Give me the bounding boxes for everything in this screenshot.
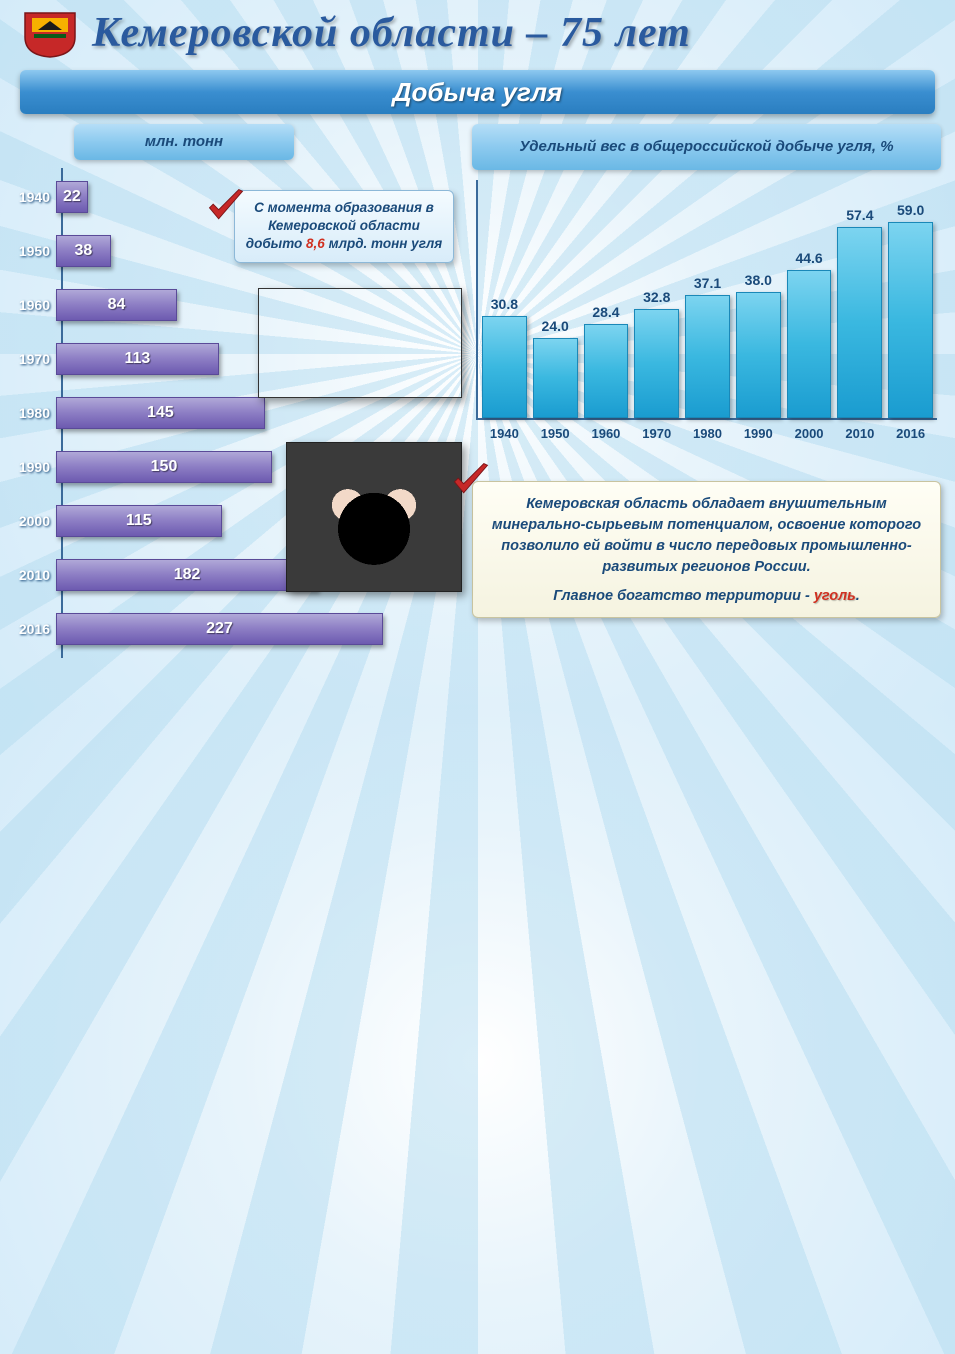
checkmark-icon bbox=[449, 458, 493, 502]
vbar-column: 37.1 bbox=[685, 275, 730, 418]
hbar-track: 145 bbox=[56, 397, 454, 429]
vbar-column: 30.8 bbox=[482, 296, 527, 418]
hbar-track: 227 bbox=[56, 613, 454, 645]
hbar-year-label: 2016 bbox=[14, 621, 56, 637]
vbar-x-labels: 1940 1950 1960 1970 1980 1990 2000 2010 2016 bbox=[476, 420, 937, 441]
vbar-column: 59.0 bbox=[888, 202, 933, 418]
page-title: Кемеровской области – 75 лет bbox=[92, 9, 691, 57]
hbar-bar: 84 bbox=[56, 289, 177, 321]
hbar-year-label: 1980 bbox=[14, 405, 56, 421]
callout-resources-line2: Главное богатство территории - уголь. bbox=[487, 586, 926, 607]
coat-of-arms-icon bbox=[20, 8, 80, 58]
vbar-bar bbox=[584, 324, 629, 418]
vbar-bar bbox=[634, 309, 679, 418]
vbar-x-label: 2016 bbox=[888, 426, 933, 441]
hbar-year-label: 1990 bbox=[14, 459, 56, 475]
hbar-bar: 227 bbox=[56, 613, 383, 645]
hbar-year-label: 1960 bbox=[14, 297, 56, 313]
vbar-bar bbox=[533, 338, 578, 418]
hbar-year-label: 1970 bbox=[14, 351, 56, 367]
callout-resources-highlight: уголь bbox=[814, 588, 856, 604]
vbar-column: 57.4 bbox=[837, 207, 882, 418]
hbar-bar: 38 bbox=[56, 235, 111, 267]
mining-photo bbox=[258, 288, 462, 398]
hbar-year-label: 2010 bbox=[14, 567, 56, 583]
hbar-year-label: 1940 bbox=[14, 189, 56, 205]
vbar-value-label: 57.4 bbox=[846, 207, 873, 223]
vbar-bar bbox=[482, 316, 527, 418]
vbar-x-label: 1980 bbox=[685, 426, 730, 441]
vbar-bar bbox=[837, 227, 882, 418]
vbar-x-label: 1960 bbox=[584, 426, 629, 441]
hbar-bar: 115 bbox=[56, 505, 222, 537]
checkmark-icon bbox=[204, 184, 248, 228]
vbar-value-label: 59.0 bbox=[897, 202, 924, 218]
vbar-bar bbox=[685, 295, 730, 418]
vbar-column: 24.0 bbox=[533, 318, 578, 418]
vbar-value-label: 24.0 bbox=[542, 318, 569, 334]
vbar-column: 32.8 bbox=[634, 289, 679, 418]
vbar-bar bbox=[787, 270, 832, 418]
vbar-bar bbox=[888, 222, 933, 418]
hbar-year-label: 1950 bbox=[14, 243, 56, 259]
vbar-value-label: 30.8 bbox=[491, 296, 518, 312]
vbar-x-label: 1970 bbox=[634, 426, 679, 441]
callout-total: С момента образования в Кемеровской обла… bbox=[234, 190, 454, 263]
left-chart-header: млн. тонн bbox=[74, 124, 294, 160]
right-chart-header: Удельный вес в общероссийской добыче угл… bbox=[472, 124, 941, 170]
hbar-year-label: 2000 bbox=[14, 513, 56, 529]
coal-hands-photo bbox=[286, 442, 462, 592]
vbar-column: 44.6 bbox=[787, 250, 832, 418]
vbar-column: 28.4 bbox=[584, 304, 629, 418]
subtitle-text: Добыча угля bbox=[393, 77, 563, 108]
vbar-x-label: 2010 bbox=[837, 426, 882, 441]
vbar-value-label: 28.4 bbox=[592, 304, 619, 320]
vbar-value-label: 44.6 bbox=[795, 250, 822, 266]
callout-resources-line2-prefix: Главное богатство территории - bbox=[553, 588, 814, 604]
right-column: Удельный вес в общероссийской добыче угл… bbox=[472, 124, 941, 660]
vbar-x-label: 2000 bbox=[787, 426, 832, 441]
hbar-bar: 145 bbox=[56, 397, 265, 429]
vbar-x-label: 1940 bbox=[482, 426, 527, 441]
vbar-column: 38.0 bbox=[736, 272, 781, 418]
vbar-value-label: 37.1 bbox=[694, 275, 721, 291]
subtitle-bar: Добыча угля bbox=[20, 70, 935, 114]
callout-total-highlight: 8,6 bbox=[306, 236, 325, 251]
callout-total-suffix: млрд. тонн угля bbox=[325, 236, 442, 251]
callout-resources-body: Кемеровская область обладает внушительны… bbox=[487, 494, 926, 578]
hbar-bar: 113 bbox=[56, 343, 219, 375]
vbar-chart: 30.8 24.0 28.4 32.8 37.1 38.0 44.6 57.4 59.0 bbox=[476, 180, 937, 420]
vbar-bar bbox=[736, 292, 781, 418]
vbar-value-label: 32.8 bbox=[643, 289, 670, 305]
hbar-bar: 182 bbox=[56, 559, 318, 591]
hbar-bar: 150 bbox=[56, 451, 272, 483]
hbar-bar: 22 bbox=[56, 181, 88, 213]
callout-resources: Кемеровская область обладает внушительны… bbox=[472, 481, 941, 618]
vbar-x-label: 1990 bbox=[736, 426, 781, 441]
hbar-row: 2016227 bbox=[14, 606, 454, 652]
callout-resources-line2-suffix: . bbox=[856, 588, 860, 604]
vbar-value-label: 38.0 bbox=[745, 272, 772, 288]
vbar-x-label: 1950 bbox=[533, 426, 578, 441]
page-header: Кемеровской области – 75 лет bbox=[0, 0, 955, 58]
